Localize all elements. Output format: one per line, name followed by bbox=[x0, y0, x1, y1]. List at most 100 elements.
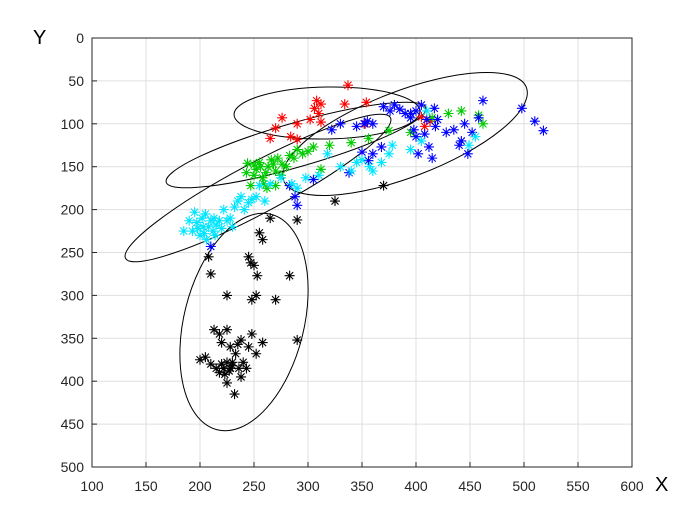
data-point bbox=[245, 180, 256, 191]
data-point bbox=[429, 103, 440, 114]
data-point bbox=[335, 161, 346, 172]
series-0 bbox=[265, 80, 436, 145]
data-point bbox=[459, 118, 470, 129]
data-point bbox=[205, 268, 216, 279]
data-points bbox=[178, 80, 549, 400]
data-point bbox=[292, 335, 303, 346]
data-point bbox=[184, 215, 195, 226]
data-point bbox=[425, 116, 436, 127]
data-point bbox=[297, 148, 308, 159]
data-point bbox=[225, 341, 236, 352]
y-tick-label: 350 bbox=[61, 330, 85, 346]
data-point bbox=[311, 95, 322, 106]
data-point bbox=[292, 183, 303, 194]
data-point bbox=[441, 127, 452, 138]
data-point bbox=[290, 191, 301, 202]
data-point bbox=[421, 114, 432, 125]
x-tick-label: 150 bbox=[134, 478, 158, 494]
data-point bbox=[277, 159, 288, 170]
data-point bbox=[205, 359, 216, 370]
y-tick-label: 250 bbox=[61, 245, 85, 261]
data-point bbox=[416, 99, 427, 110]
data-point bbox=[456, 135, 467, 146]
data-point bbox=[268, 159, 279, 170]
data-point bbox=[357, 154, 367, 165]
y-tick-label: 150 bbox=[61, 159, 85, 175]
data-point bbox=[211, 363, 222, 374]
data-point bbox=[195, 354, 205, 365]
data-point bbox=[246, 194, 257, 205]
data-point bbox=[265, 178, 276, 189]
data-point bbox=[241, 167, 252, 178]
data-point bbox=[292, 144, 303, 155]
y-tick-label: 200 bbox=[61, 202, 85, 218]
series-1 bbox=[241, 105, 488, 194]
data-point bbox=[254, 157, 265, 168]
data-point bbox=[473, 112, 484, 123]
x-tick-label: 200 bbox=[188, 478, 212, 494]
data-point bbox=[224, 365, 235, 376]
data-point bbox=[346, 137, 357, 148]
data-point bbox=[423, 141, 434, 152]
data-point bbox=[236, 371, 247, 382]
data-point bbox=[405, 108, 416, 119]
data-point bbox=[243, 341, 254, 352]
data-point bbox=[346, 165, 357, 176]
data-point bbox=[203, 251, 214, 262]
data-point bbox=[367, 148, 378, 159]
data-point bbox=[416, 135, 427, 146]
data-point bbox=[254, 227, 265, 238]
data-point bbox=[214, 215, 225, 226]
data-point bbox=[308, 141, 319, 152]
data-point bbox=[222, 377, 232, 388]
data-point bbox=[376, 141, 387, 152]
data-point bbox=[419, 121, 430, 132]
y-axis-label: Y bbox=[33, 27, 46, 49]
data-point bbox=[467, 127, 478, 138]
series-2 bbox=[205, 95, 549, 252]
data-point bbox=[246, 329, 257, 340]
data-point bbox=[284, 270, 295, 281]
data-point bbox=[209, 213, 220, 224]
data-point bbox=[292, 118, 303, 129]
data-point bbox=[257, 234, 268, 245]
data-point bbox=[427, 112, 438, 123]
data-point bbox=[257, 337, 268, 348]
data-point bbox=[408, 124, 419, 135]
data-point bbox=[192, 223, 203, 234]
data-point bbox=[232, 196, 243, 207]
data-point bbox=[324, 140, 335, 151]
data-point bbox=[411, 105, 421, 116]
data-point bbox=[230, 348, 241, 359]
data-point bbox=[214, 329, 225, 340]
data-point bbox=[216, 337, 227, 348]
data-point bbox=[313, 170, 324, 181]
cluster-ellipse-black bbox=[179, 212, 309, 432]
data-point bbox=[201, 234, 212, 245]
data-point bbox=[363, 155, 374, 166]
data-point bbox=[270, 180, 281, 191]
data-point bbox=[308, 174, 319, 185]
data-point bbox=[211, 220, 222, 231]
data-point bbox=[251, 164, 262, 175]
data-point bbox=[238, 357, 249, 368]
data-point bbox=[364, 161, 375, 172]
data-point bbox=[272, 153, 283, 164]
data-point bbox=[265, 213, 276, 224]
data-point bbox=[222, 290, 232, 301]
data-point bbox=[255, 161, 266, 172]
series-4 bbox=[195, 180, 389, 400]
data-point bbox=[200, 208, 211, 219]
data-point bbox=[218, 204, 229, 215]
data-point bbox=[222, 357, 232, 368]
data-point bbox=[367, 165, 378, 176]
data-point bbox=[362, 116, 373, 127]
data-point bbox=[413, 148, 424, 159]
data-point bbox=[197, 213, 208, 224]
data-point bbox=[376, 157, 387, 168]
cluster-ellipse-green bbox=[165, 101, 427, 189]
data-point bbox=[229, 202, 240, 213]
data-point bbox=[400, 108, 411, 119]
data-point bbox=[195, 230, 205, 241]
y-tick-label: 300 bbox=[61, 287, 85, 303]
